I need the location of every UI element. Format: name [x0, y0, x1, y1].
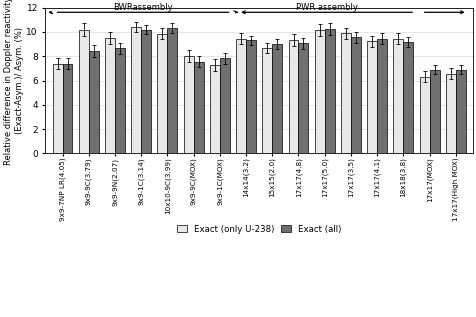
- Bar: [350, 37, 360, 153]
- Bar: [340, 33, 350, 153]
- Bar: [288, 40, 298, 153]
- Bar: [455, 70, 465, 153]
- Bar: [183, 56, 193, 153]
- Bar: [141, 29, 151, 153]
- Bar: [105, 38, 115, 153]
- Bar: [157, 34, 167, 153]
- Bar: [314, 30, 324, 153]
- Bar: [167, 28, 177, 153]
- Legend: Exact (only U-238), Exact (all): Exact (only U-238), Exact (all): [176, 224, 341, 234]
- Bar: [262, 48, 272, 153]
- Bar: [324, 29, 334, 153]
- Bar: [52, 63, 62, 153]
- Bar: [219, 58, 229, 153]
- Bar: [62, 63, 72, 153]
- Bar: [89, 51, 99, 153]
- Bar: [115, 49, 125, 153]
- Text: BWRassembly: BWRassembly: [113, 3, 173, 11]
- Bar: [272, 44, 282, 153]
- Bar: [377, 39, 387, 153]
- Bar: [393, 39, 403, 153]
- Text: PWR assembly: PWR assembly: [295, 3, 357, 11]
- Bar: [209, 65, 219, 153]
- Bar: [367, 41, 377, 153]
- Bar: [246, 41, 256, 153]
- Bar: [298, 43, 308, 153]
- Y-axis label: Relative difference in Doppler reactivity
(Exact-Asym.)/ Asym. (%): Relative difference in Doppler reactivit…: [4, 0, 23, 165]
- Bar: [403, 42, 412, 153]
- Bar: [131, 27, 141, 153]
- Bar: [193, 62, 203, 153]
- Bar: [79, 29, 89, 153]
- Bar: [429, 70, 438, 153]
- Bar: [445, 74, 455, 153]
- Bar: [419, 77, 429, 153]
- Bar: [236, 39, 246, 153]
